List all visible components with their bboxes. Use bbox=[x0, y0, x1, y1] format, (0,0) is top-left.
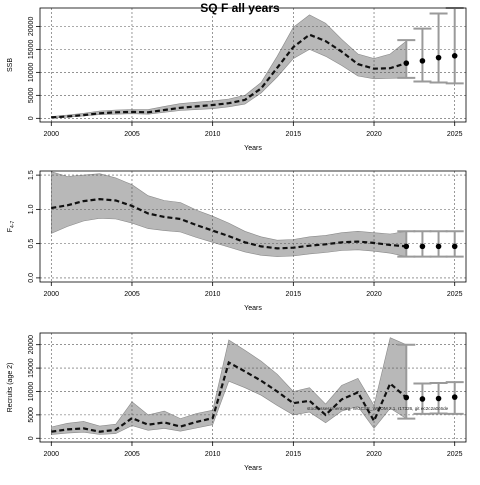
x-tick-label: 2020 bbox=[366, 291, 382, 298]
chart-annotation: stockassessment.org, WGCSE_WHOM 2.1, r17… bbox=[307, 406, 449, 411]
forecast-point bbox=[451, 243, 458, 250]
x-tick-label: 2010 bbox=[205, 451, 221, 458]
series-line-estimate bbox=[51, 33, 407, 119]
y-axis-label: Recruits (age 2) bbox=[7, 363, 14, 413]
x-tick-label: 2000 bbox=[44, 131, 60, 138]
chart-panel-2: 2000 2005 2010 2015 2020 2025 0.0 0.5 1.0 1.5 Year… bbox=[7, 170, 467, 312]
forecast-point bbox=[435, 395, 442, 402]
series-line-estimate bbox=[51, 197, 407, 250]
x-tick-label: 2025 bbox=[447, 291, 463, 298]
forecast-point bbox=[403, 394, 410, 401]
y-axis-label: F4-7 bbox=[7, 221, 16, 233]
y-tick-label: 0 bbox=[28, 436, 35, 440]
x-tick-label: 2005 bbox=[124, 451, 140, 458]
forecast-point bbox=[419, 58, 426, 64]
forecast-point bbox=[435, 54, 442, 61]
y-tick-label: 15000 bbox=[28, 358, 35, 378]
y-tick-label: 15000 bbox=[28, 40, 35, 60]
x-tick-label: 2015 bbox=[286, 131, 302, 138]
forecast-point bbox=[451, 394, 458, 400]
x-tick-label: 2020 bbox=[366, 451, 382, 458]
y-tick-label: 10000 bbox=[28, 63, 35, 83]
plot-border bbox=[39, 170, 467, 283]
y-axis-label-main: F bbox=[7, 228, 14, 232]
x-tick-label: 2005 bbox=[124, 291, 140, 298]
chart-panel-1: 2000 2005 2010 2015 2020 2025 0 5000 10000 15000 2… bbox=[7, 7, 467, 152]
y-axis-label-main: Recruits (age 2) bbox=[7, 363, 14, 413]
forecast-point bbox=[419, 396, 426, 402]
y-tick-label: 10000 bbox=[28, 382, 35, 402]
x-tick-label: 2025 bbox=[447, 451, 463, 458]
plot-border bbox=[39, 332, 467, 443]
chart-panel-3: 2000 2005 2010 2015 2020 2025 0 5000 10000 15000 2… bbox=[7, 332, 467, 472]
forecast-point bbox=[403, 243, 410, 250]
x-tick-label: 2025 bbox=[447, 131, 463, 138]
y-axis-label-main: SSB bbox=[7, 58, 14, 72]
plot-border bbox=[39, 7, 467, 123]
y-axis-label: SSB bbox=[7, 58, 14, 72]
y-tick-label: 1.5 bbox=[28, 170, 35, 180]
y-tick-label: 0 bbox=[28, 116, 35, 120]
y-tick-label: 20000 bbox=[28, 335, 35, 355]
y-tick-label: 20000 bbox=[28, 17, 35, 37]
y-axis-label-subscript: 4-7 bbox=[10, 221, 16, 228]
y-tick-label: 5000 bbox=[28, 87, 35, 103]
forecast-point bbox=[451, 53, 458, 59]
forecast-point bbox=[435, 243, 442, 250]
y-tick-label: 5000 bbox=[28, 407, 35, 423]
x-axis-label: Years bbox=[244, 145, 262, 152]
x-tick-label: 2015 bbox=[286, 451, 302, 458]
series-line-estimate bbox=[51, 360, 408, 433]
x-tick-label: 2000 bbox=[44, 451, 60, 458]
x-tick-label: 2005 bbox=[124, 131, 140, 138]
x-tick-label: 2015 bbox=[286, 291, 302, 298]
x-tick-label: 2000 bbox=[44, 291, 60, 298]
x-axis-label: Years bbox=[244, 305, 262, 312]
y-tick-label: 0.5 bbox=[28, 239, 35, 249]
forecast-point bbox=[403, 60, 410, 66]
y-tick-label: 0.0 bbox=[28, 273, 35, 283]
x-axis-label: Years bbox=[244, 465, 262, 472]
forecast-point bbox=[419, 243, 426, 250]
x-tick-label: 2010 bbox=[205, 291, 221, 298]
x-tick-label: 2010 bbox=[205, 131, 221, 138]
y-tick-label: 1.0 bbox=[28, 204, 35, 214]
x-tick-label: 2020 bbox=[366, 131, 382, 138]
